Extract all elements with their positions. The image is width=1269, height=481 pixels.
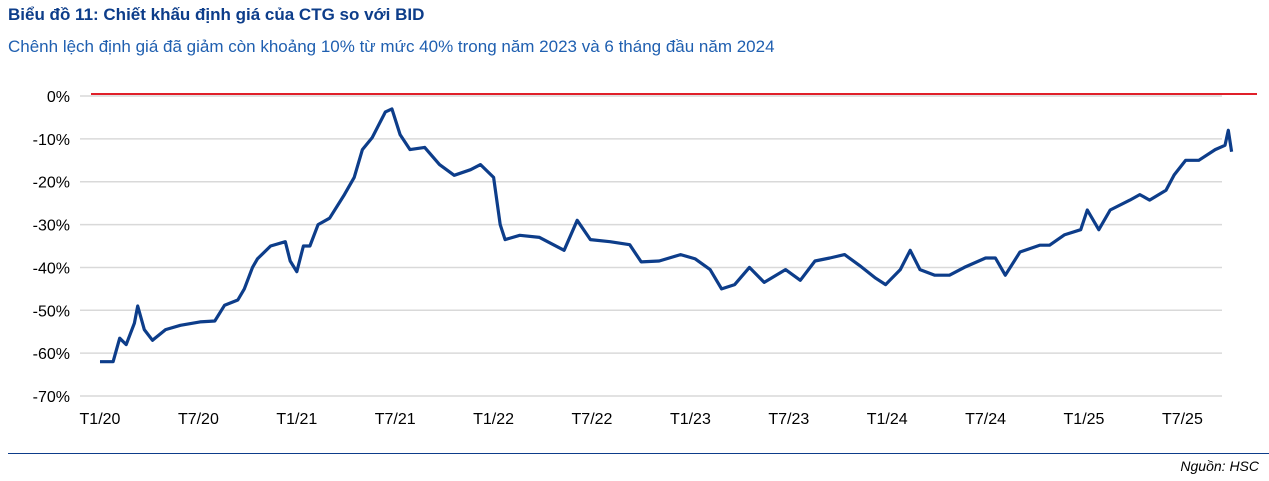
- x-tick-label: T1/24: [867, 411, 908, 428]
- x-tick-label: T1/22: [473, 411, 514, 428]
- x-tick-label: T7/25: [1162, 411, 1203, 428]
- y-tick-label: -60%: [33, 346, 70, 363]
- x-tick-label: T1/25: [1064, 411, 1105, 428]
- x-tick-label: T7/21: [375, 411, 416, 428]
- y-tick-label: -10%: [33, 132, 70, 149]
- y-tick-label: -50%: [33, 303, 70, 320]
- series-line-ctg-vs-bid: [100, 107, 1234, 364]
- x-tick-label: T1/21: [276, 411, 317, 428]
- footer-divider: [8, 453, 1269, 454]
- y-tick-label: -70%: [33, 389, 70, 406]
- y-tick-label: -40%: [33, 260, 70, 277]
- chart-subtitle: Chênh lệch định giá đã giảm còn khoảng 1…: [8, 37, 775, 56]
- chart-title: Biểu đồ 11: Chiết khấu định giá của CTG …: [8, 5, 425, 24]
- x-tick-label: T7/23: [768, 411, 809, 428]
- x-tick-label: T1/23: [670, 411, 711, 428]
- x-tick-label: T7/22: [572, 411, 613, 428]
- y-tick-label: -30%: [33, 218, 70, 235]
- x-tick-label: T7/24: [965, 411, 1006, 428]
- y-tick-label: -20%: [33, 175, 70, 192]
- y-tick-label: 0%: [47, 89, 70, 106]
- source-note: Nguồn: HSC: [1180, 458, 1259, 474]
- x-tick-label: T1/20: [80, 411, 121, 428]
- x-tick-label: T7/20: [178, 411, 219, 428]
